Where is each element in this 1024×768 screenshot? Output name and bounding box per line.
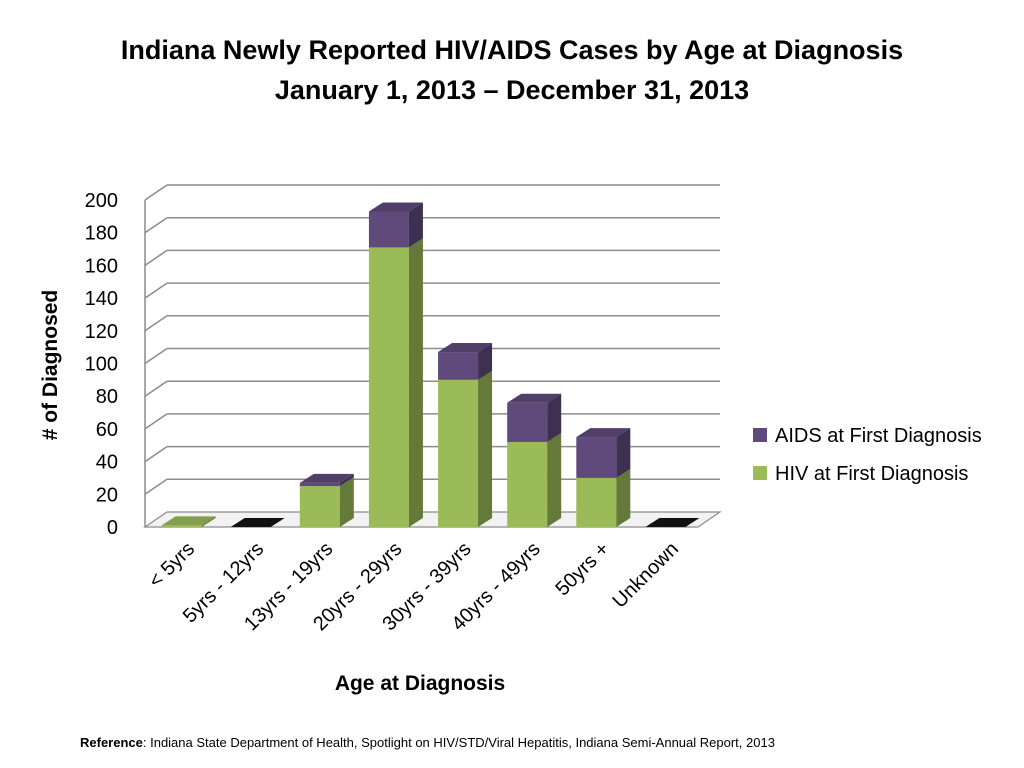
bar-segment	[507, 441, 548, 527]
bar-segment	[161, 525, 202, 527]
bar-empty	[645, 518, 700, 527]
gridline-depth	[144, 380, 168, 397]
bar-segment	[507, 402, 548, 442]
bar-segment	[438, 379, 479, 527]
reference-label: Reference	[80, 735, 143, 750]
y-axis-label: # of Diagnosed	[39, 290, 62, 441]
gridline-depth	[144, 217, 168, 234]
gridline-depth	[144, 413, 168, 430]
gridline-depth	[144, 347, 168, 365]
y-tick-label: 0	[107, 517, 118, 539]
bar-segment-side	[408, 202, 423, 248]
bar-segment	[368, 247, 409, 528]
bar-segment	[438, 352, 479, 380]
y-tick-label: 100	[85, 354, 118, 376]
bar-segment	[576, 477, 617, 527]
bar-segment	[299, 482, 340, 487]
bar-empty	[230, 518, 285, 527]
y-tick-label: 180	[85, 223, 118, 245]
bar-top	[299, 473, 354, 483]
bar-segment-side	[478, 370, 493, 527]
gridlines	[144, 184, 720, 495]
y-tick-label: 200	[85, 190, 118, 212]
bar-segment	[368, 211, 409, 248]
reference-text: : Indiana State Department of Health, Sp…	[142, 735, 775, 750]
gridline-depth	[144, 282, 168, 299]
y-tick-labels: 0 20 40 60 80 100 120 140 160 180 200	[85, 190, 118, 539]
gridline-depth	[144, 184, 168, 201]
legend: AIDS at First Diagnosis HIV at First Diag…	[753, 425, 982, 485]
x-tick-label: Unknown	[608, 538, 683, 613]
bar-segment-side	[547, 393, 562, 442]
y-tick-label: 120	[85, 321, 118, 343]
chart-title-block: Indiana Newly Reported HIV/AIDS Cases by…	[0, 30, 1024, 110]
bar-segment-side	[616, 428, 631, 478]
legend-label: HIV at First Diagnosis	[775, 463, 968, 485]
bar-segment	[576, 437, 617, 478]
bars	[161, 202, 700, 528]
bar-top	[161, 516, 216, 526]
legend-swatch	[753, 428, 767, 442]
gridline-depth	[144, 249, 168, 267]
y-tick-label: 20	[96, 484, 118, 506]
axes	[143, 200, 722, 528]
bar-top	[576, 428, 631, 438]
chart-subtitle: January 1, 2013 – December 31, 2013	[274, 75, 750, 105]
x-tick-label: < 5yrs	[145, 538, 199, 592]
reference-note: Reference: Indiana State Department of H…	[80, 735, 775, 750]
chart-title: Indiana Newly Reported HIV/AIDS Cases by…	[120, 35, 904, 65]
bar-segment-side	[547, 432, 562, 527]
chart-floor	[143, 511, 722, 528]
bar-top	[507, 393, 562, 403]
y-tick-label: 60	[96, 419, 118, 441]
bar-top	[438, 343, 493, 353]
bar-segment-side	[616, 468, 631, 527]
x-tick-label: 50yrs +	[552, 538, 614, 600]
legend-swatch	[753, 466, 767, 480]
gridline-depth	[144, 478, 168, 495]
y-tick-label: 80	[96, 386, 118, 408]
bar-segment-side	[339, 473, 354, 487]
bar-segment-side	[339, 477, 354, 527]
gridline-depth	[144, 445, 168, 463]
bar-segment-side	[201, 516, 216, 527]
y-tick-label: 160	[85, 255, 118, 277]
gridline-depth	[144, 315, 168, 332]
bar-segment	[299, 486, 340, 527]
y-tick-label: 40	[96, 452, 118, 474]
legend-label: AIDS at First Diagnosis	[775, 425, 982, 447]
bar-segment-side	[408, 238, 423, 528]
y-tick-label: 140	[85, 288, 118, 310]
x-axis-label: Age at Diagnosis	[335, 672, 505, 695]
bar-top	[368, 202, 423, 212]
bar-segment-side	[478, 343, 493, 380]
